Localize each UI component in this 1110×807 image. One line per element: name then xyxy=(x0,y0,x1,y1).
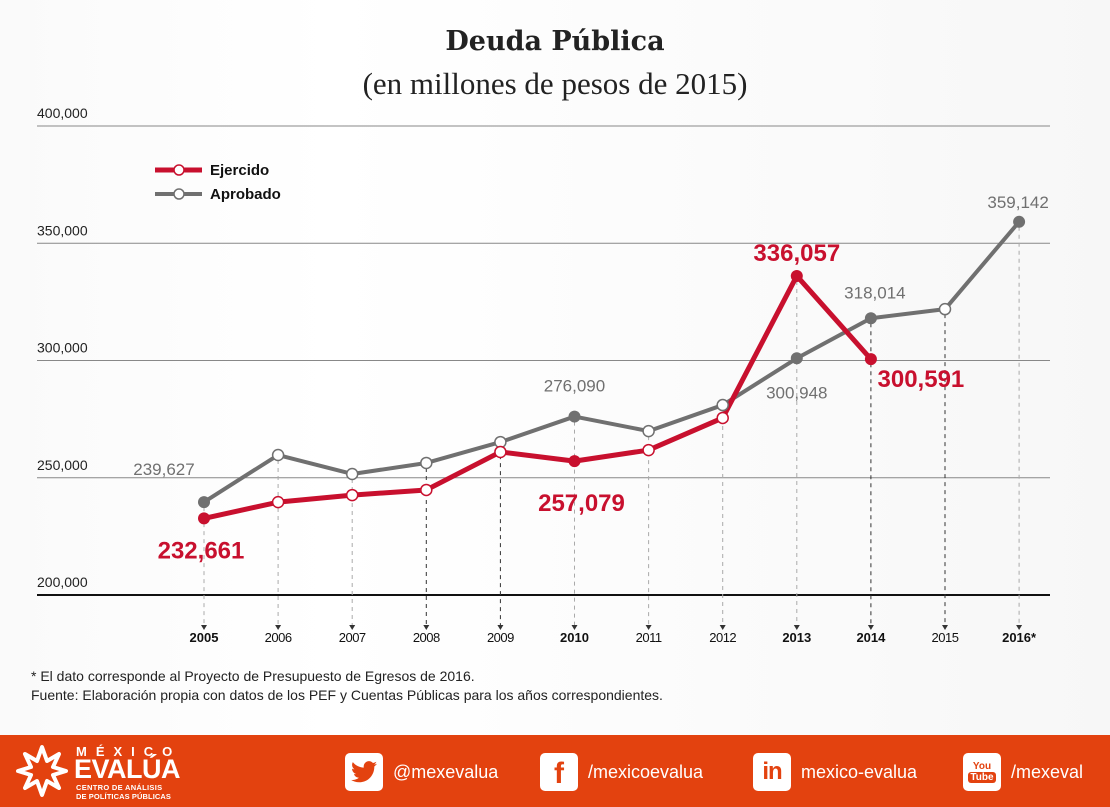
twitter-icon xyxy=(345,753,383,791)
legend-marker-ejercido xyxy=(173,164,185,176)
footnotes: * El dato corresponde al Proyecto de Pre… xyxy=(31,667,663,705)
logo-tagline-1: CENTRO DE ANÁLISIS xyxy=(76,783,163,792)
facebook-handle: /mexicoevalua xyxy=(588,761,704,782)
social-linkedin[interactable]: in mexico-evalua xyxy=(753,753,917,791)
x-tick-label: 2010 xyxy=(560,630,589,645)
x-tick-label: 2007 xyxy=(339,630,366,645)
chart-subtitle: (en millones de pesos de 2015) xyxy=(362,66,748,101)
social-twitter[interactable]: @mexevalua xyxy=(345,753,498,791)
data-point-aprobado xyxy=(938,302,952,316)
x-tick-label: 2006 xyxy=(265,630,292,645)
y-tick-label: 200,000 xyxy=(37,574,88,590)
data-point-ejercido xyxy=(568,455,581,468)
data-label-ejercido: 257,079 xyxy=(538,490,625,517)
x-tick-arrow xyxy=(1016,625,1023,630)
y-tick-label: 350,000 xyxy=(37,222,88,238)
data-point-ejercido xyxy=(345,488,359,502)
x-tick-arrow xyxy=(201,625,207,630)
facebook-icon: f xyxy=(540,753,578,791)
youtube-icon: You Tube xyxy=(963,753,1001,791)
x-tick-label: 2005 xyxy=(190,630,219,645)
x-tick-label: 2016* xyxy=(1002,630,1037,645)
legend-label-aprobado: Aprobado xyxy=(210,186,281,203)
footer-bar: MÉXICO EVALÚA CENTRO DE ANÁLISIS DE POLÍ… xyxy=(0,735,1110,807)
series-line-aprobado xyxy=(202,220,1021,504)
x-tick-arrow xyxy=(867,625,874,630)
mexico-evalua-logo[interactable]: MÉXICO EVALÚA CENTRO DE ANÁLISIS DE POLÍ… xyxy=(14,741,181,801)
star-logo-icon xyxy=(16,745,68,797)
data-label-aprobado: 359,142 xyxy=(987,193,1048,212)
data-point-ejercido xyxy=(198,512,210,525)
chart-title: Deuda Pública xyxy=(445,26,665,57)
logo-evalua-text: EVALÚA xyxy=(74,754,181,784)
data-point-ejercido xyxy=(494,445,507,459)
youtube-handle: /mexeval xyxy=(1011,761,1084,782)
y-tick-label: 250,000 xyxy=(37,457,88,473)
data-point-aprobado xyxy=(790,352,803,365)
data-label-ejercido: 336,057 xyxy=(753,240,840,267)
x-tick-label: 2015 xyxy=(932,630,959,645)
x-tick-arrow xyxy=(497,625,504,630)
footnote-asterisk: * El dato corresponde al Proyecto de Pre… xyxy=(31,668,475,684)
social-youtube[interactable]: You Tube /mexeval xyxy=(963,753,1083,791)
data-label-ejercido: 300,591 xyxy=(878,366,965,393)
line-chart: 400,000 350,000 300,000 250,000 200,000 2005 2… xyxy=(37,105,1050,645)
x-tick-arrow xyxy=(571,625,578,630)
x-tick-label: 2012 xyxy=(709,630,736,645)
data-point-aprobado xyxy=(271,448,285,462)
data-point-aprobado xyxy=(1013,215,1026,228)
data-point-aprobado xyxy=(420,456,433,470)
footnote-source: Fuente: Elaboración propia con datos de … xyxy=(31,687,663,703)
social-facebook[interactable]: f /mexicoevalua xyxy=(540,753,703,791)
x-tick-arrow xyxy=(793,625,800,630)
data-label-aprobado: 239,627 xyxy=(133,460,194,479)
data-point-aprobado xyxy=(716,398,729,412)
data-label-aprobado: 318,014 xyxy=(844,283,905,302)
data-point-ejercido xyxy=(864,353,877,366)
linkedin-icon: in xyxy=(753,753,791,791)
x-tick-arrow xyxy=(719,625,726,630)
y-tick-label: 300,000 xyxy=(37,340,88,356)
data-label-ejercido: 232,661 xyxy=(158,537,245,564)
logo-tagline-2: DE POLÍTICAS PÚBLICAS xyxy=(76,792,172,801)
data-point-ejercido xyxy=(716,411,729,425)
x-tick-arrow xyxy=(349,625,356,630)
x-tick-label: 2009 xyxy=(487,630,514,645)
x-tick-arrow xyxy=(645,625,652,630)
y-tick-label: 400,000 xyxy=(37,105,88,121)
data-point-ejercido xyxy=(271,495,285,509)
data-label-aprobado: 276,090 xyxy=(544,377,605,396)
x-tick-arrow xyxy=(423,625,430,630)
data-point-aprobado xyxy=(864,312,877,325)
data-point-ejercido xyxy=(642,443,655,457)
legend-marker-aprobado xyxy=(173,188,185,200)
linkedin-handle: mexico-evalua xyxy=(801,761,918,782)
x-tick-label: 2011 xyxy=(636,630,662,645)
x-tick-label: 2014 xyxy=(856,630,886,645)
x-tick-label: 2013 xyxy=(782,630,811,645)
data-label-aprobado: 300,948 xyxy=(766,383,827,402)
data-point-ejercido xyxy=(420,483,433,497)
twitter-handle: @mexevalua xyxy=(393,761,499,782)
data-point-aprobado xyxy=(198,496,210,509)
x-tick-arrow xyxy=(275,625,282,630)
series-line-ejercido xyxy=(203,273,873,521)
logo-mexico-text: MÉXICO xyxy=(76,744,182,759)
x-tick-label: 2008 xyxy=(413,630,440,645)
legend-label-ejercido: Ejercido xyxy=(210,162,269,179)
data-point-aprobado xyxy=(568,410,581,423)
data-point-aprobado xyxy=(642,424,655,438)
data-point-aprobado xyxy=(345,467,359,481)
x-tick-arrow xyxy=(942,625,948,630)
data-point-ejercido xyxy=(790,269,803,282)
